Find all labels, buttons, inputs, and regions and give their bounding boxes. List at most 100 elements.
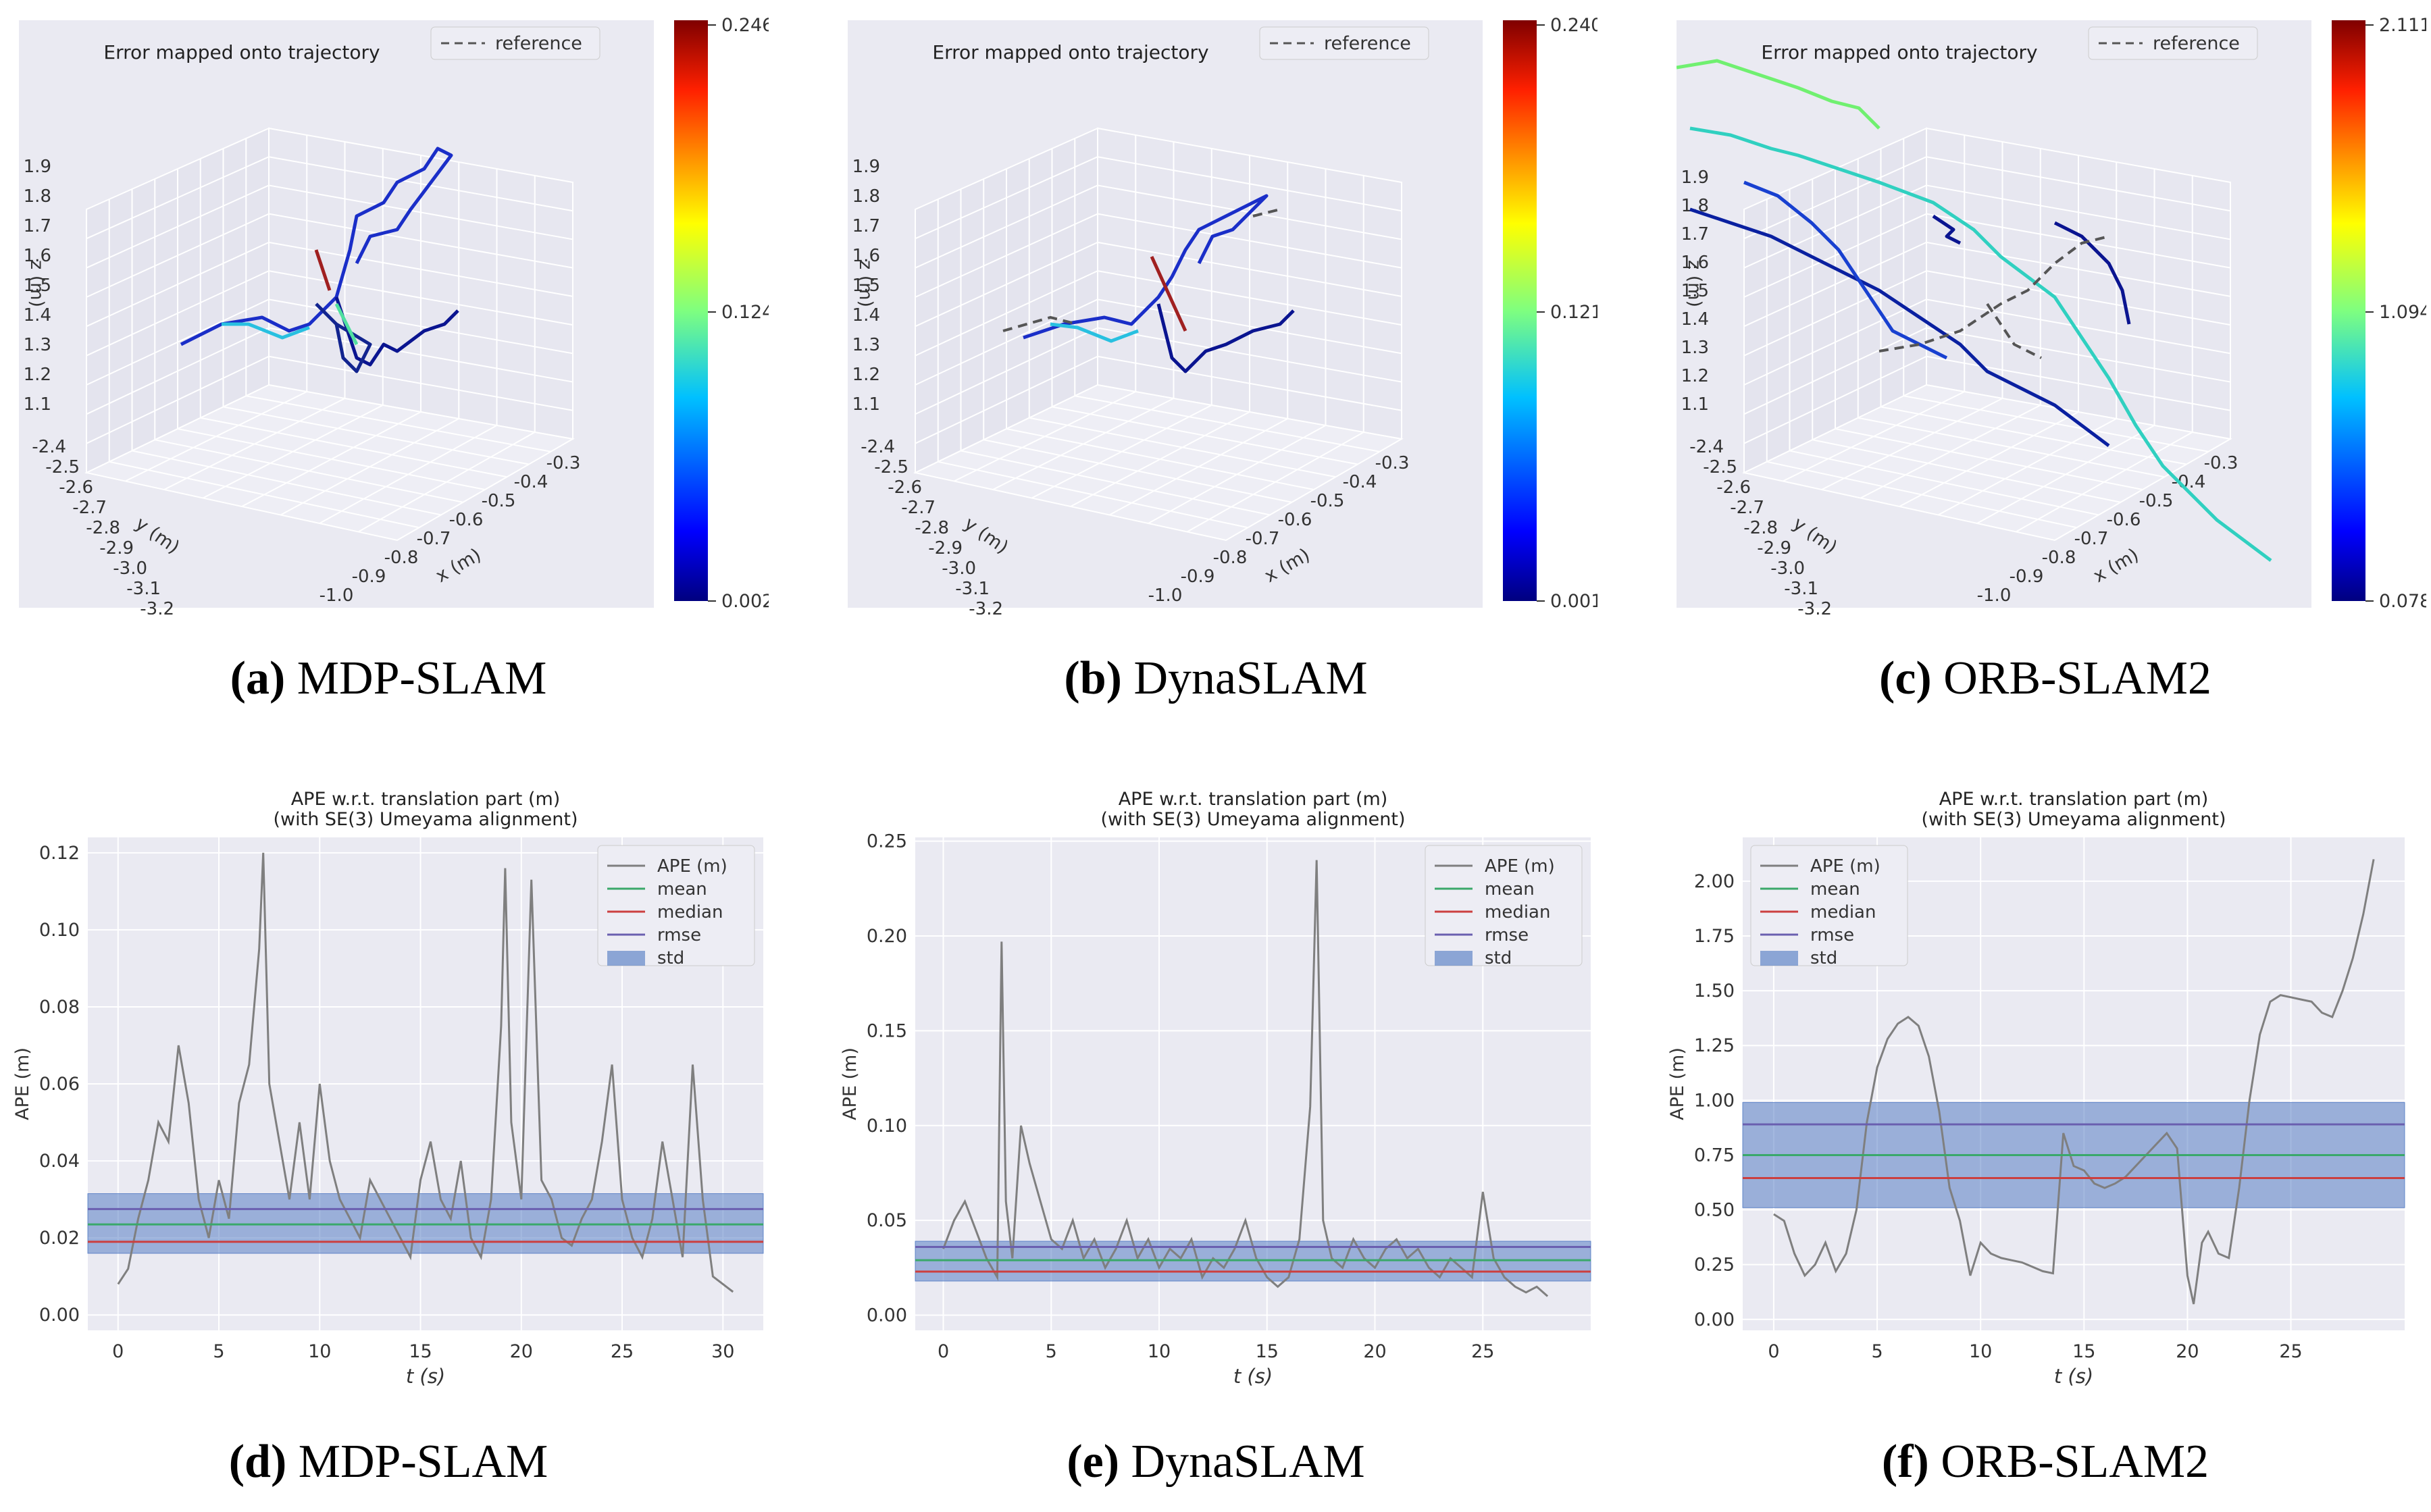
- colorbar-label-mid: 1.094: [2379, 302, 2426, 323]
- reference-trajectory: [1878, 235, 2109, 359]
- floor-gridline-y: [177, 428, 486, 490]
- y-tick-label: -2.6: [1716, 477, 1751, 498]
- x-tick-label: 0: [112, 1341, 124, 1362]
- z-tick-label: 1.2: [852, 365, 880, 385]
- z-tick-label: 1.2: [1681, 366, 1709, 386]
- caption-e: (e) DynaSLAM: [844, 1435, 1587, 1489]
- z-tick-label: 1.4: [24, 305, 51, 325]
- ape-series-line: [942, 860, 1549, 1297]
- x-tick-label: 15: [1256, 1341, 1279, 1362]
- legend-swatch-std: [1435, 951, 1473, 966]
- estimated-trajectory: [1677, 59, 1880, 130]
- z-tick-label: 1.1: [852, 394, 880, 415]
- y-tick-label: -3.2: [140, 599, 174, 615]
- x-tick-label: -1.0: [319, 585, 354, 606]
- y-tick-label: 0.00: [1694, 1309, 1735, 1330]
- floor-gridline-y: [1029, 417, 1336, 478]
- x-tick-label: 0: [938, 1341, 949, 1362]
- y-tick-label: -2.7: [1730, 498, 1764, 518]
- y-tick-label: 2.00: [1694, 871, 1735, 892]
- floor-gridline-x: [1148, 425, 1326, 524]
- x-tick-label: 20: [510, 1341, 533, 1362]
- floor-gridline-y: [223, 406, 530, 465]
- chart-title: Error mapped onto trajectory: [1761, 41, 2037, 63]
- y-tick-label: -2.4: [32, 437, 66, 457]
- ape-panel-mdp-slam: APE w.r.t. translation part (m)(with SE(…: [12, 789, 764, 1388]
- x-tick-label: -0.8: [384, 548, 419, 568]
- reference-trajectory: [1002, 316, 1078, 332]
- z-tick-label: 1.9: [852, 157, 880, 177]
- y-tick-label: 0.06: [39, 1074, 80, 1095]
- y-tick-label: 1.50: [1694, 981, 1735, 1001]
- legend-label: reference: [1324, 33, 1411, 54]
- legend-label: reference: [495, 33, 582, 54]
- z-tick-label: 1.3: [1681, 338, 1709, 358]
- y-tick-label: -2.9: [928, 538, 963, 558]
- floor-gridline-x: [1187, 432, 1364, 533]
- x-tick-label: 0: [1768, 1341, 1779, 1362]
- x-tick-label: -0.6: [449, 510, 484, 530]
- x-tick-label: -0.5: [1310, 491, 1345, 511]
- legend-label: mean: [1485, 879, 1535, 900]
- x-tick-label: -0.5: [2139, 491, 2174, 511]
- legend-label: APE (m): [1485, 856, 1555, 877]
- y-tick-label: 0.00: [39, 1305, 80, 1326]
- chart-subtitle: (with SE(3) Umeyama alignment): [274, 809, 578, 830]
- caption-letter: (b): [1064, 652, 1122, 704]
- z-tick-label: 1.4: [852, 305, 880, 325]
- z-tick-label: 1.7: [1681, 224, 1709, 244]
- legend-label: rmse: [1485, 925, 1529, 945]
- caption-method: ORB-SLAM2: [1943, 652, 2211, 704]
- axis-grid-3d: [913, 127, 1404, 542]
- trajectory-panel-dynaslam: Error mapped onto trajectory reference 1.1…: [848, 15, 1597, 615]
- x-tick-label: -0.5: [482, 491, 516, 511]
- legend-label: rmse: [657, 925, 701, 945]
- colorbar: [2332, 20, 2365, 601]
- caption-method: DynaSLAM: [1133, 652, 1368, 704]
- caption-letter: (e): [1067, 1436, 1120, 1488]
- x-axis-label: t (s): [2054, 1365, 2093, 1388]
- ape-panel-orb-slam2: APE w.r.t. translation part (m)(with SE(…: [1667, 789, 2405, 1388]
- y-axis-label: APE (m): [840, 1047, 861, 1120]
- floor-gridline-y: [1858, 417, 2165, 478]
- legend-label: median: [657, 902, 723, 922]
- floor-plane: [1741, 384, 2232, 542]
- z-tick-label: 1.4: [1681, 309, 1709, 330]
- z-tick-label: 1.7: [852, 216, 880, 236]
- z-tick-label: 1.6: [24, 246, 51, 266]
- y-tick-label: 0.00: [867, 1305, 907, 1326]
- x-tick-label: -0.6: [2107, 510, 2141, 530]
- z-tick-label: 1.5: [852, 276, 880, 296]
- y-tick-label: -2.7: [72, 498, 107, 518]
- y-tick-label: -3.1: [126, 579, 161, 599]
- z-tick-label: 1.5: [1681, 281, 1709, 301]
- z-tick-label: 1.8: [24, 186, 51, 207]
- y-tick-label: -3.0: [113, 558, 147, 579]
- y-tick-label: 0.25: [867, 831, 907, 852]
- legend-label: mean: [657, 879, 707, 900]
- x-tick-label: 25: [2279, 1341, 2302, 1362]
- floor-plane: [913, 384, 1404, 542]
- colorbar-label-mid: 0.121: [1550, 302, 1597, 323]
- x-tick-label: -0.9: [1181, 567, 1215, 587]
- caption-b: (b) DynaSLAM: [844, 652, 1587, 706]
- estimated-trajectory: [1156, 303, 1295, 373]
- colorbar-label-mid: 0.124: [721, 302, 769, 323]
- x-tick-label: 10: [1969, 1341, 1992, 1362]
- x-tick-label: 30: [711, 1341, 734, 1362]
- y-tick-label: -2.6: [59, 477, 93, 498]
- floor-gridline-y: [1052, 406, 1358, 465]
- reference-trajectory: [1252, 208, 1281, 217]
- x-tick-label: 15: [409, 1341, 432, 1362]
- y-tick-label: 0.02: [39, 1228, 80, 1249]
- legend-label: mean: [1810, 879, 1860, 900]
- y-tick-label: -3.0: [1770, 558, 1805, 579]
- colorbar: [1503, 20, 1537, 601]
- axis-grid-3d: [1741, 127, 2232, 542]
- colorbar-label-min: 0.078: [2379, 591, 2426, 612]
- x-tick-label: -0.4: [514, 472, 548, 492]
- estimated-trajectory: [1743, 180, 1948, 360]
- estimated-trajectory: [334, 303, 359, 346]
- x-tick-label: 10: [308, 1341, 331, 1362]
- floor-gridline-x: [1938, 418, 2117, 516]
